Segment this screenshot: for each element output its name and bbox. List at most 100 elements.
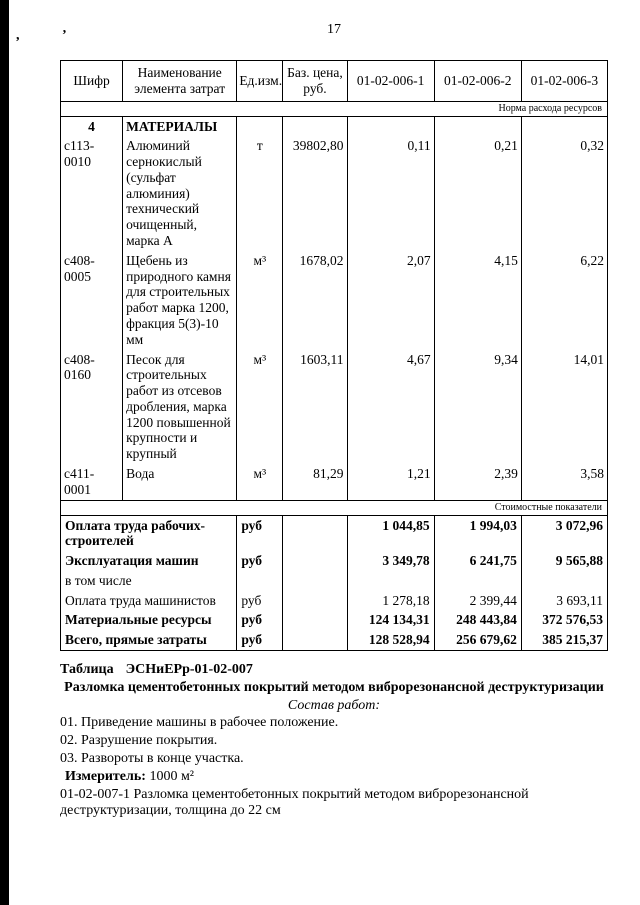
- material-norm-2: 4,15: [433, 250, 522, 350]
- material-norm-2: 0,21: [433, 136, 522, 251]
- scan-artifact-mark-right: ’: [62, 28, 67, 43]
- material-norm-3: 3,58: [520, 463, 609, 501]
- material-base-price: 39802,80: [282, 136, 348, 251]
- cost-value-3: 3 072,96: [520, 515, 609, 552]
- material-norm-1: 0,11: [346, 136, 435, 251]
- material-unit: м³: [236, 250, 284, 350]
- meter-value: 1000 м²: [149, 768, 194, 784]
- material-norm-3: 0,32: [520, 136, 609, 251]
- material-base-price: 81,29: [282, 463, 348, 501]
- table-caption: Таблица ЭСНиЕРр-01-02-007: [60, 662, 608, 679]
- cost-row-label: Эксплуатация машин: [59, 551, 238, 571]
- material-unit: м³: [236, 349, 284, 464]
- next-table-title: Разломка цементобетонных покрытий методо…: [64, 679, 604, 695]
- cost-value-1: 1 044,85: [346, 515, 435, 552]
- after-table-text: Таблица ЭСНиЕРр-01-02-007 Разломка цемент…: [60, 662, 608, 820]
- cost-value-3: 9 565,88: [520, 551, 609, 571]
- scan-artifact-mark-left: ,: [16, 28, 20, 43]
- cost-value-3: [520, 570, 609, 591]
- material-norm-3: 6,22: [520, 250, 609, 350]
- cost-value-3: 385 215,37: [520, 630, 609, 651]
- resources-band-label: Норма расхода ресурсов: [60, 100, 608, 117]
- material-norm-2: 2,39: [433, 463, 522, 501]
- material-norm-2: 9,34: [433, 349, 522, 464]
- cost-row-unit: руб: [236, 515, 284, 552]
- cost-value-2: 2 399,44: [433, 590, 522, 611]
- cost-row-label: Всего, прямые затраты: [59, 630, 238, 651]
- material-name: Песок для строительных работ из отсевов …: [122, 349, 238, 464]
- material-row: с113-0010 Алюминий сернокислый (сульфат …: [59, 136, 609, 251]
- material-code: с408-0160: [59, 349, 124, 464]
- meter-line: Измеритель: 1000 м²: [60, 769, 608, 786]
- page-number: 17: [327, 22, 341, 37]
- cost-row-label: Материальные ресурсы: [59, 610, 238, 631]
- work-step: 03. Развороты в конце участка.: [60, 750, 244, 766]
- material-base-price: 1678,02: [282, 250, 348, 350]
- material-norm-3: 14,01: [520, 349, 609, 464]
- material-code: с408-0005: [59, 250, 124, 350]
- resources-band-row: Норма расхода ресурсов: [60, 100, 608, 117]
- header-unit: Ед.изм.: [236, 60, 284, 102]
- work-step: 01. Приведение машины в рабочее положени…: [60, 715, 339, 731]
- cost-row-label: Оплата труда рабочих-строителей: [59, 515, 238, 552]
- work-step: 02. Разрушение покрытия.: [60, 733, 218, 749]
- material-code: с411-0001: [59, 463, 124, 501]
- cost-value-1: [346, 570, 435, 591]
- cost-row: Материальные ресурсы руб 124 134,31 248 …: [59, 610, 609, 631]
- cost-row-unit: руб: [236, 610, 284, 631]
- material-unit: м³: [236, 463, 284, 501]
- header-norm-01-02-006-2: 01-02-006-2: [433, 60, 522, 102]
- cost-row-unit: руб: [236, 630, 284, 651]
- cost-row: Эксплуатация машин руб 3 349,78 6 241,75…: [59, 551, 609, 571]
- section-code: 4: [59, 116, 124, 137]
- cost-norms-table: Шифр Наименование элемента затрат Ед.изм…: [59, 60, 609, 651]
- table-caption-label: Таблица: [60, 662, 114, 677]
- cost-row: Оплата труда машинистов руб 1 278,18 2 3…: [59, 590, 609, 611]
- material-name: Алюминий сернокислый (сульфат алюминия) …: [122, 136, 238, 251]
- material-norm-1: 2,07: [346, 250, 435, 350]
- meter-label: Измеритель:: [65, 768, 146, 784]
- header-name: Наименование элемента затрат: [122, 60, 238, 102]
- table-caption-code: ЭСНиЕРр-01-02-007: [125, 662, 253, 677]
- norm-item-description: 01-02-007-1 Разломка цементобетонных пок…: [60, 786, 529, 819]
- cost-row: Оплата труда рабочих-строителей руб 1 04…: [59, 515, 609, 552]
- cost-value-3: 372 576,53: [520, 610, 609, 631]
- cost-row-unit: руб: [236, 590, 284, 611]
- materials-section: 4 МАТЕРИАЛЫ с113-0010 Алюминий сернокисл…: [59, 116, 609, 501]
- cost-row-unit: руб: [236, 551, 284, 571]
- cost-value-1: 128 528,94: [346, 630, 435, 651]
- cost-value-2: 256 679,62: [433, 630, 522, 651]
- material-unit: т: [236, 136, 284, 251]
- work-composition-label: Состав работ:: [287, 697, 381, 713]
- header-norm-01-02-006-1: 01-02-006-1: [346, 60, 435, 102]
- cost-band-label: Стоимостные показатели: [60, 499, 608, 516]
- cost-value-3: 3 693,11: [520, 590, 609, 611]
- page-content: Шифр Наименование элемента затрат Ед.изм…: [59, 60, 609, 820]
- cost-value-1: 1 278,18: [346, 590, 435, 611]
- cost-value-2: 248 443,84: [433, 610, 522, 631]
- cost-indicators-section: Оплата труда рабочих-строителей руб 1 04…: [59, 515, 609, 651]
- material-name: Щебень из природного камня для строитель…: [122, 250, 238, 350]
- cost-row: Всего, прямые затраты руб 128 528,94 256…: [59, 630, 609, 651]
- material-norm-1: 1,21: [346, 463, 435, 501]
- scan-artifact-left-bar: [0, 0, 9, 905]
- material-row: с408-0160 Песок для строительных работ и…: [59, 349, 609, 464]
- cost-row-label: Оплата труда машинистов: [59, 590, 238, 611]
- section-title: МАТЕРИАЛЫ: [122, 116, 238, 137]
- material-name: Вода: [122, 463, 238, 501]
- cost-row-label: в том числе: [59, 570, 238, 591]
- header-base-price: Баз. цена, руб.: [282, 60, 348, 102]
- material-row: с408-0005 Щебень из природного камня для…: [59, 250, 609, 350]
- material-base-price: 1603,11: [282, 349, 348, 464]
- cost-value-2: 1 994,03: [433, 515, 522, 552]
- material-norm-1: 4,67: [346, 349, 435, 464]
- cost-value-2: [433, 570, 522, 591]
- table-header-row: Шифр Наименование элемента затрат Ед.изм…: [59, 60, 609, 102]
- cost-value-1: 3 349,78: [346, 551, 435, 571]
- cost-value-1: 124 134,31: [346, 610, 435, 631]
- header-shifr: Шифр: [59, 60, 124, 102]
- material-code: с113-0010: [59, 136, 124, 251]
- header-norm-01-02-006-3: 01-02-006-3: [520, 60, 609, 102]
- cost-row-unit: [236, 570, 284, 591]
